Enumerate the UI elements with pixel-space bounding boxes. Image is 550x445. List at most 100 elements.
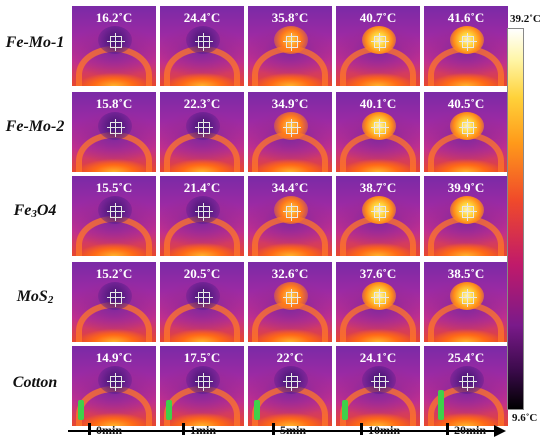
thermal-image-cell: 40.7˚C: [336, 6, 420, 86]
crosshair-icon: [283, 373, 301, 391]
temperature-readout: 21.4˚C: [183, 180, 221, 195]
crosshair-icon: [195, 289, 213, 307]
timeline-tick-label: 5min: [280, 423, 307, 437]
temperature-readout: 34.9˚C: [271, 96, 309, 111]
timeline-tick: [272, 423, 275, 435]
temperature-readout: 38.7˚C: [359, 180, 397, 195]
crosshair-icon: [459, 33, 477, 51]
temperature-readout: 35.8˚C: [271, 10, 309, 25]
thermal-image-cell: 24.4˚C: [160, 6, 244, 86]
crosshair-icon: [195, 373, 213, 391]
thermal-image-cell: 17.5˚C: [160, 346, 244, 426]
temperature-color-bar: [507, 28, 524, 410]
temperature-readout: 40.5˚C: [447, 96, 485, 111]
temperature-readout: 15.2˚C: [95, 266, 133, 281]
crosshair-icon: [195, 203, 213, 221]
timeline-tick: [182, 423, 185, 435]
crosshair-icon: [107, 289, 125, 307]
crosshair-icon: [459, 289, 477, 307]
temperature-readout: 38.5˚C: [447, 266, 485, 281]
cold-spot-marker: [342, 400, 348, 420]
crosshair-icon: [459, 119, 477, 137]
row-label-fe-mo-2: Fe-Mo-2: [5, 118, 65, 135]
crosshair-icon: [283, 289, 301, 307]
temperature-readout: 17.5˚C: [183, 350, 221, 365]
crosshair-icon: [371, 289, 389, 307]
temperature-readout: 40.7˚C: [359, 10, 397, 25]
temperature-readout: 14.9˚C: [95, 350, 133, 365]
timeline-tick-label: 1min: [190, 423, 217, 437]
timeline-tick: [446, 423, 449, 435]
crosshair-icon: [283, 203, 301, 221]
thermal-image-cell: 15.8˚C: [72, 92, 156, 172]
temperature-readout: 20.5˚C: [183, 266, 221, 281]
crosshair-icon: [371, 33, 389, 51]
timeline-axis: [68, 430, 496, 432]
thermal-image-cell: 14.9˚C: [72, 346, 156, 426]
temperature-readout: 22˚C: [276, 350, 304, 365]
crosshair-icon: [107, 203, 125, 221]
cold-spot-marker: [78, 400, 84, 420]
crosshair-icon: [195, 33, 213, 51]
colorbar-max-label: 39.2˚C: [510, 13, 541, 25]
timeline-arrow-icon: [494, 425, 506, 437]
temperature-readout: 16.2˚C: [95, 10, 133, 25]
timeline-tick: [88, 423, 91, 435]
temperature-readout: 22.3˚C: [183, 96, 221, 111]
crosshair-icon: [371, 203, 389, 221]
thermal-image-cell: 34.4˚C: [248, 176, 332, 256]
temperature-readout: 24.4˚C: [183, 10, 221, 25]
thermal-image-cell: 22.3˚C: [160, 92, 244, 172]
thermal-image-cell: 41.6˚C: [424, 6, 508, 86]
temperature-readout: 39.9˚C: [447, 180, 485, 195]
temperature-readout: 15.5˚C: [95, 180, 133, 195]
thermal-image-cell: 22˚C: [248, 346, 332, 426]
temperature-readout: 40.1˚C: [359, 96, 397, 111]
row-label-mos2: MoS2: [16, 288, 54, 306]
thermal-image-cell: 40.1˚C: [336, 92, 420, 172]
timeline-tick-label: 20min: [454, 423, 487, 437]
temperature-readout: 15.8˚C: [95, 96, 133, 111]
crosshair-icon: [371, 373, 389, 391]
temperature-readout: 32.6˚C: [271, 266, 309, 281]
crosshair-icon: [195, 119, 213, 137]
crosshair-icon: [107, 373, 125, 391]
temperature-readout: 37.6˚C: [359, 266, 397, 281]
thermal-image-cell: 15.2˚C: [72, 262, 156, 342]
crosshair-icon: [107, 119, 125, 137]
colorbar-min-label: 9.6˚C: [512, 412, 538, 424]
crosshair-icon: [283, 119, 301, 137]
row-label-fe3o4: Fe3O4: [13, 202, 57, 220]
thermal-image-cell: 32.6˚C: [248, 262, 332, 342]
temperature-readout: 41.6˚C: [447, 10, 485, 25]
crosshair-icon: [107, 33, 125, 51]
thermal-image-cell: 21.4˚C: [160, 176, 244, 256]
thermal-image-cell: 35.8˚C: [248, 6, 332, 86]
crosshair-icon: [459, 373, 477, 391]
crosshair-icon: [459, 203, 477, 221]
thermal-image-cell: 38.7˚C: [336, 176, 420, 256]
temperature-readout: 34.4˚C: [271, 180, 309, 195]
thermal-image-cell: 16.2˚C: [72, 6, 156, 86]
row-label-cotton: Cotton: [12, 374, 58, 391]
cold-spot-marker: [166, 400, 172, 420]
temperature-readout: 25.4˚C: [447, 350, 485, 365]
thermal-image-cell: 37.6˚C: [336, 262, 420, 342]
crosshair-icon: [371, 119, 389, 137]
timeline-tick-label: 10min: [368, 423, 401, 437]
thermal-image-cell: 34.9˚C: [248, 92, 332, 172]
thermal-image-cell: 40.5˚C: [424, 92, 508, 172]
cold-spot-marker: [438, 390, 444, 420]
thermal-image-cell: 39.9˚C: [424, 176, 508, 256]
timeline-tick-label: 0min: [96, 423, 123, 437]
thermal-image-cell: 25.4˚C: [424, 346, 508, 426]
cold-spot-marker: [254, 400, 260, 420]
thermal-image-cell: 24.1˚C: [336, 346, 420, 426]
timeline-tick: [360, 423, 363, 435]
row-label-fe-mo-1: Fe-Mo-1: [5, 34, 65, 51]
thermal-image-cell: 15.5˚C: [72, 176, 156, 256]
thermal-image-cell: 38.5˚C: [424, 262, 508, 342]
crosshair-icon: [283, 33, 301, 51]
thermal-image-cell: 20.5˚C: [160, 262, 244, 342]
temperature-readout: 24.1˚C: [359, 350, 397, 365]
